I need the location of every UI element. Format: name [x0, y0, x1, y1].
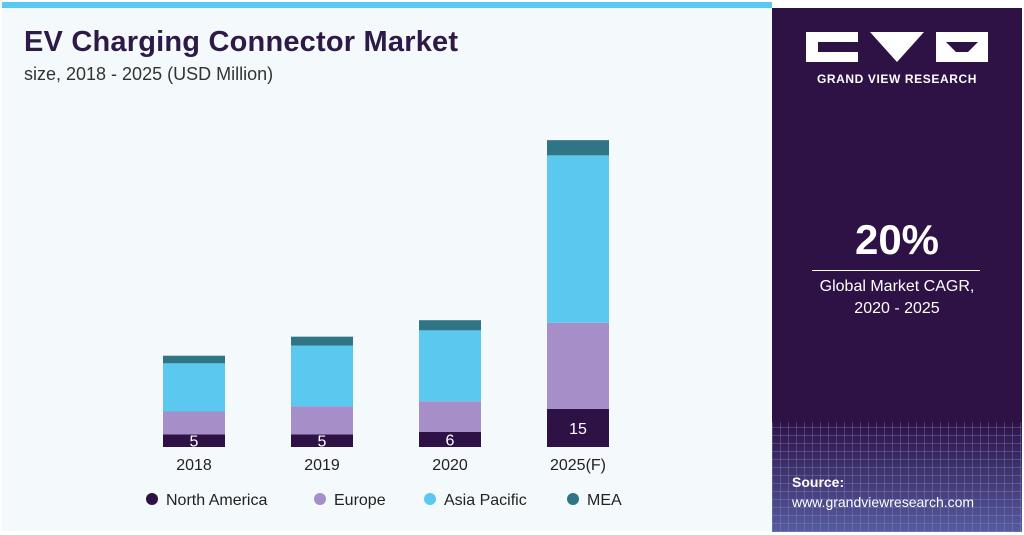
bar-north-america-3: [547, 408, 609, 447]
grand-view-research-logo: [806, 32, 988, 62]
legend-marker-2: [424, 493, 436, 505]
chart-title: EV Charging Connector Market: [24, 26, 459, 58]
bar-asia-pacific-0: [163, 363, 225, 412]
bar-mea-0: [163, 355, 225, 364]
bar-mea-3: [547, 140, 609, 156]
data-label-0: 5: [190, 434, 199, 451]
cagr-divider: [812, 270, 980, 271]
data-label-3: 15: [569, 421, 587, 438]
source-label: Source:: [792, 474, 845, 490]
brand-name: GRAND VIEW RESEARCH: [816, 72, 978, 86]
legend-label-3: MEA: [587, 492, 622, 509]
x-tick-label-2: 2020: [432, 457, 468, 474]
x-tick-label-3: 2025(F): [550, 457, 606, 474]
bar-asia-pacific-2: [419, 330, 481, 402]
cagr-label: Global Market CAGR, 2020 - 2025: [772, 276, 1022, 320]
bar-mea-2: [419, 320, 481, 331]
legend-label-0: North America: [166, 492, 267, 509]
legend-label-1: Europe: [334, 492, 386, 509]
bar-asia-pacific-1: [291, 345, 353, 407]
legend-marker-0: [146, 493, 158, 505]
chart-subtitle: size, 2018 - 2025 (USD Million): [24, 64, 274, 84]
bar-europe-0: [163, 411, 225, 435]
bar-north-america-2: [419, 431, 481, 447]
data-label-2: 6: [446, 432, 455, 449]
stacked-bar-chart: 5 2018 5 2019 6 2020 15 2025(F) North America Eur…: [146, 140, 622, 509]
bar-europe-1: [291, 406, 353, 435]
source-url[interactable]: www.grandviewresearch.com: [792, 494, 975, 510]
legend-marker-1: [314, 493, 326, 505]
legend-label-2: Asia Pacific: [444, 492, 527, 509]
legend-marker-3: [567, 493, 579, 505]
bar-europe-2: [419, 401, 481, 432]
bar-europe-3: [547, 322, 609, 409]
cagr-label-line2: 2020 - 2025: [854, 300, 940, 317]
sidebar-panel: GRAND VIEW RESEARCH 20% Global Market CA…: [772, 8, 1022, 532]
bar-asia-pacific-3: [547, 155, 609, 323]
bar-north-america-0: [163, 434, 225, 447]
data-label-1: 5: [318, 434, 327, 451]
chart-panel: [2, 2, 772, 531]
x-tick-label-0: 2018: [176, 457, 212, 474]
cagr-label-line1: Global Market CAGR,: [819, 278, 975, 295]
cagr-value: 20%: [854, 216, 940, 263]
bar-north-america-1: [291, 434, 353, 447]
decorative-grid: [772, 422, 1022, 532]
bar-mea-1: [291, 336, 353, 346]
x-tick-label-1: 2019: [304, 457, 340, 474]
